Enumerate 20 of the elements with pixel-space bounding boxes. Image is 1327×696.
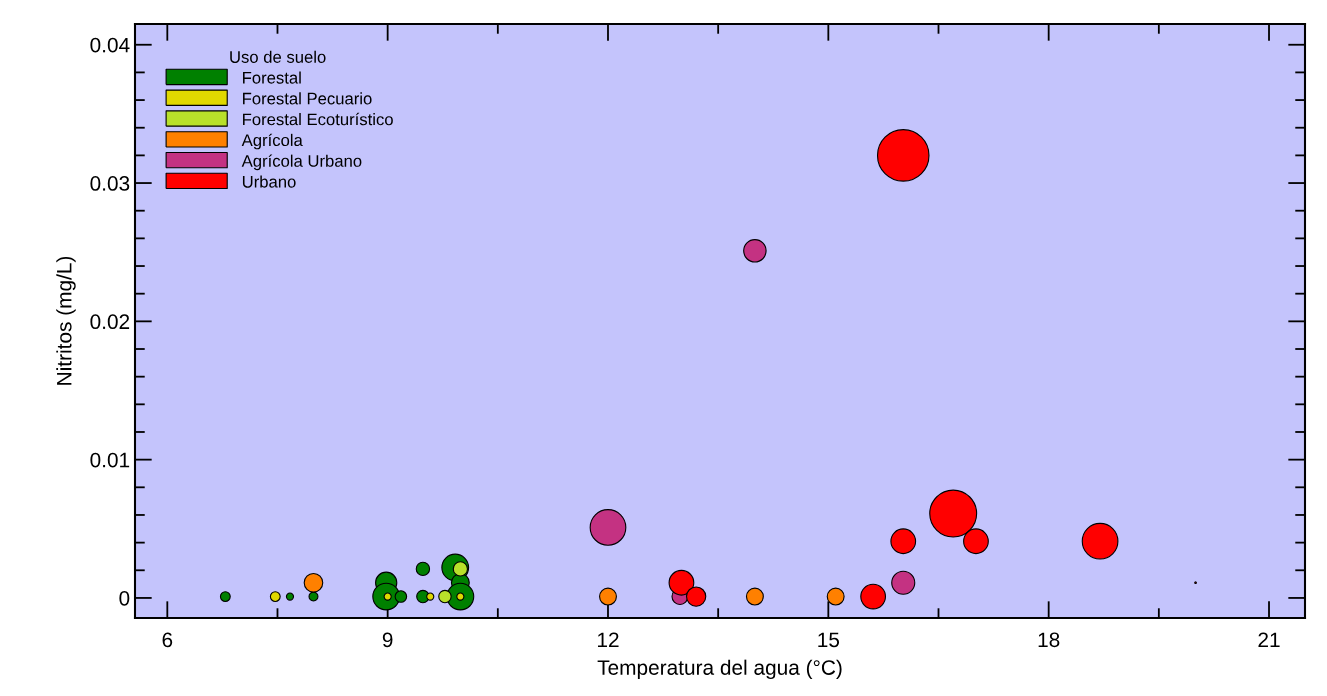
x-tick-label: 21: [1258, 632, 1280, 647]
y-tick-label: 0.04: [90, 37, 130, 53]
x-tick-label: 9: [382, 632, 393, 648]
x-tick-label: 12: [598, 632, 619, 647]
x-axis-title: Temperatura del agua (°C): [597, 659, 842, 680]
x-tick-label: 6: [162, 632, 173, 648]
y-tick-label: 0.03: [90, 176, 130, 191]
y-tick-label: 0.01: [90, 452, 130, 468]
legend-label: Agrícola Urbano: [241, 154, 362, 171]
legend-label: Forestal Ecoturístico: [243, 112, 393, 126]
legend-title: Uso de suelo: [230, 50, 326, 63]
legend-label: Forestal Pecuario: [243, 92, 372, 105]
legend-label: Agrícola: [241, 133, 303, 150]
legend-label: Urbano: [242, 175, 296, 188]
x-tick-label: 18: [1038, 632, 1060, 648]
y-axis-title: Nitritos (mg/L): [56, 256, 76, 385]
x-tick-label: 15: [818, 632, 840, 648]
y-tick-label: 0: [119, 590, 130, 606]
legend-label: Forestal: [243, 71, 301, 84]
y-tick-label: 0.02: [90, 314, 130, 330]
